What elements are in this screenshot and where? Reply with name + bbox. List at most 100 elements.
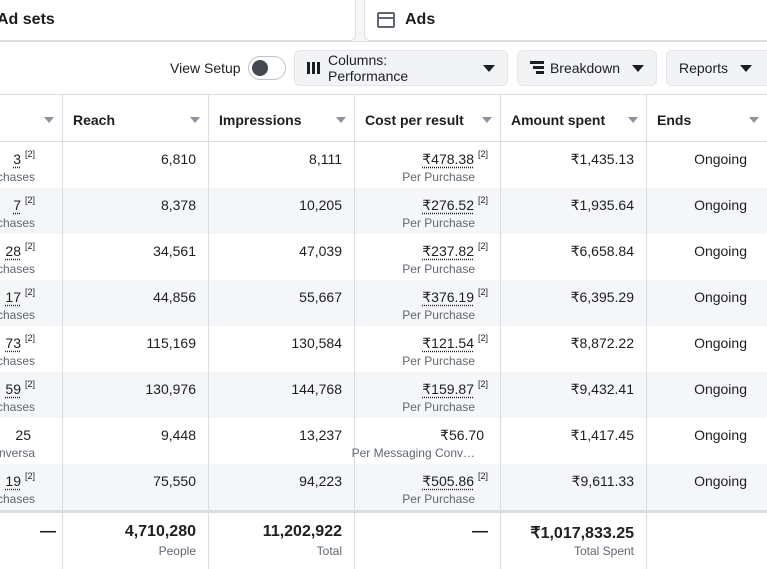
cost-number: ₹56.70	[440, 427, 484, 443]
totals-row: — 4,710,280 People 11,202,922 Total — ₹1…	[0, 510, 767, 569]
breakdown-button[interactable]: Breakdown	[517, 50, 657, 86]
column-header-impressions[interactable]: Impressions	[208, 95, 354, 142]
table-row[interactable]: 17 [2] chases 44,856 55,667 ₹376.19 [2] Per Pur…	[0, 280, 767, 326]
footnote-marker: [2]	[477, 241, 488, 251]
cost-value[interactable]: ₹159.87 [2]	[422, 379, 488, 398]
sort-icon[interactable]	[336, 117, 346, 123]
results-value[interactable]: 19 [2]	[5, 471, 35, 489]
amount-spent-value: ₹8,872.22	[570, 335, 634, 351]
sort-icon[interactable]	[482, 117, 492, 123]
impressions-value: 130,584	[291, 335, 342, 351]
view-setup-toggle[interactable]	[248, 56, 286, 80]
column-header-reach[interactable]: Reach	[62, 95, 208, 142]
results-cell: 73 [2] chases	[0, 326, 62, 372]
columns-label: Columns: Performance	[328, 52, 409, 84]
ends-cell: Ongoing	[646, 418, 767, 464]
reach-value: 44,856	[153, 289, 196, 305]
footnote-marker: [2]	[477, 149, 488, 159]
cost-sub: Per Purchase	[402, 354, 475, 368]
reach-cell: 130,976	[62, 372, 208, 418]
sort-icon[interactable]	[749, 117, 759, 123]
tab-ads[interactable]: Ads	[364, 0, 767, 41]
cost-value[interactable]: ₹505.86 [2]	[422, 471, 488, 490]
cost-cell: ₹159.87 [2] Per Purchase	[354, 372, 500, 418]
results-number: 59	[5, 381, 21, 397]
tab-ad-sets[interactable]: Ad sets	[0, 0, 356, 41]
column-header-amount-spent[interactable]: Amount spent	[500, 95, 646, 142]
amount-spent-cell: ₹6,395.29	[500, 280, 646, 326]
amount-spent-cell: ₹1,935.64	[500, 188, 646, 234]
results-sub: chases	[0, 400, 35, 414]
table-row[interactable]: 73 [2] chases 115,169 130,584 ₹121.54 [2] Per P…	[0, 326, 767, 372]
column-header-label: Impressions	[219, 112, 302, 128]
cost-value[interactable]: ₹56.70	[440, 427, 488, 444]
results-number: 7	[13, 197, 21, 213]
results-sub: chases	[0, 308, 35, 322]
cost-value[interactable]: ₹121.54 [2]	[422, 333, 488, 352]
reach-cell: 115,169	[62, 326, 208, 372]
table-row[interactable]: 3 [2] chases 6,810 8,111 ₹478.38 [2] Per Purcha…	[0, 142, 767, 188]
reports-label: Reports	[679, 60, 729, 76]
reports-button[interactable]: Reports	[666, 50, 767, 86]
footnote-marker: [2]	[24, 379, 35, 389]
results-value[interactable]: 17 [2]	[5, 287, 35, 305]
cost-number: ₹237.82	[422, 243, 474, 259]
results-number: 17	[5, 289, 21, 305]
results-cell: 28 [2] chases	[0, 234, 62, 280]
table-toolbar: View Setup Columns: Performance Breakdow…	[0, 42, 767, 94]
impressions-value: 47,039	[299, 243, 342, 259]
cost-value[interactable]: ₹376.19 [2]	[422, 287, 488, 306]
cost-number: ₹121.54	[422, 335, 474, 351]
results-value[interactable]: 28 [2]	[5, 241, 35, 259]
sort-icon[interactable]	[44, 117, 54, 123]
chevron-down-icon	[632, 64, 644, 72]
table-row[interactable]: 59 [2] chases 130,976 144,768 ₹159.87 [2] Per P…	[0, 372, 767, 418]
footnote-marker: [2]	[24, 241, 35, 251]
footnote-marker: [2]	[477, 333, 488, 343]
ends-value: Ongoing	[694, 427, 747, 443]
cost-sub: Per Purchase	[402, 170, 475, 184]
cost-number: ₹376.19	[422, 289, 474, 305]
column-header-results[interactable]	[0, 95, 62, 142]
column-header-ends[interactable]: Ends	[646, 95, 767, 142]
cost-value[interactable]: ₹478.38 [2]	[422, 149, 488, 168]
cost-value[interactable]: ₹237.82 [2]	[422, 241, 488, 260]
column-header-cost-per-result[interactable]: Cost per result	[354, 95, 500, 142]
results-value[interactable]: 7 [2]	[13, 195, 35, 213]
impressions-cell: 8,111	[208, 142, 354, 188]
impressions-cell: 130,584	[208, 326, 354, 372]
sort-icon[interactable]	[190, 117, 200, 123]
amount-spent-value: ₹1,435.13	[570, 151, 634, 167]
table-row[interactable]: 25 onversa 9,448 13,237 ₹56.70 Per Messaging …	[0, 418, 767, 464]
tab-ad-sets-label: Ad sets	[0, 11, 55, 28]
amount-spent-value: ₹9,611.33	[571, 473, 634, 489]
amount-spent-cell: ₹6,658.84	[500, 234, 646, 280]
total-results-value: —	[40, 523, 56, 540]
tab-ads-label: Ads	[405, 11, 436, 28]
results-sub: chases	[0, 354, 35, 368]
total-reach-sub: People	[158, 544, 196, 558]
results-value[interactable]: 73 [2]	[5, 333, 35, 351]
results-value[interactable]: 25	[15, 427, 35, 443]
breakdown-label: Breakdown	[549, 60, 620, 76]
cost-value[interactable]: ₹276.52 [2]	[422, 195, 488, 214]
footnote-marker: [2]	[24, 287, 35, 297]
table-row[interactable]: 28 [2] chases 34,561 47,039 ₹237.82 [2] Per Pur…	[0, 234, 767, 280]
impressions-value: 8,111	[309, 151, 342, 167]
cost-sub: Per Messaging Conv…	[351, 446, 475, 460]
footnote-marker: [2]	[477, 471, 488, 481]
columns-button[interactable]: Columns: Performance	[294, 50, 508, 86]
results-value[interactable]: 59 [2]	[5, 379, 35, 397]
results-number: 19	[5, 473, 21, 489]
reach-value: 115,169	[146, 335, 196, 351]
footnote-marker: [2]	[24, 149, 35, 159]
impressions-cell: 144,768	[208, 372, 354, 418]
table-row[interactable]: 7 [2] chases 8,378 10,205 ₹276.52 [2] Per Purch…	[0, 188, 767, 234]
table-row[interactable]: 19 [2] chases 75,550 94,223 ₹505.86 [2] Per Pur…	[0, 464, 767, 510]
results-value[interactable]: 3 [2]	[13, 149, 35, 167]
sort-icon[interactable]	[628, 117, 638, 123]
results-number: 3	[13, 151, 21, 167]
results-cell: 59 [2] chases	[0, 372, 62, 418]
ends-cell: Ongoing	[646, 280, 767, 326]
total-spent-value: ₹1,017,833.25	[530, 525, 634, 542]
